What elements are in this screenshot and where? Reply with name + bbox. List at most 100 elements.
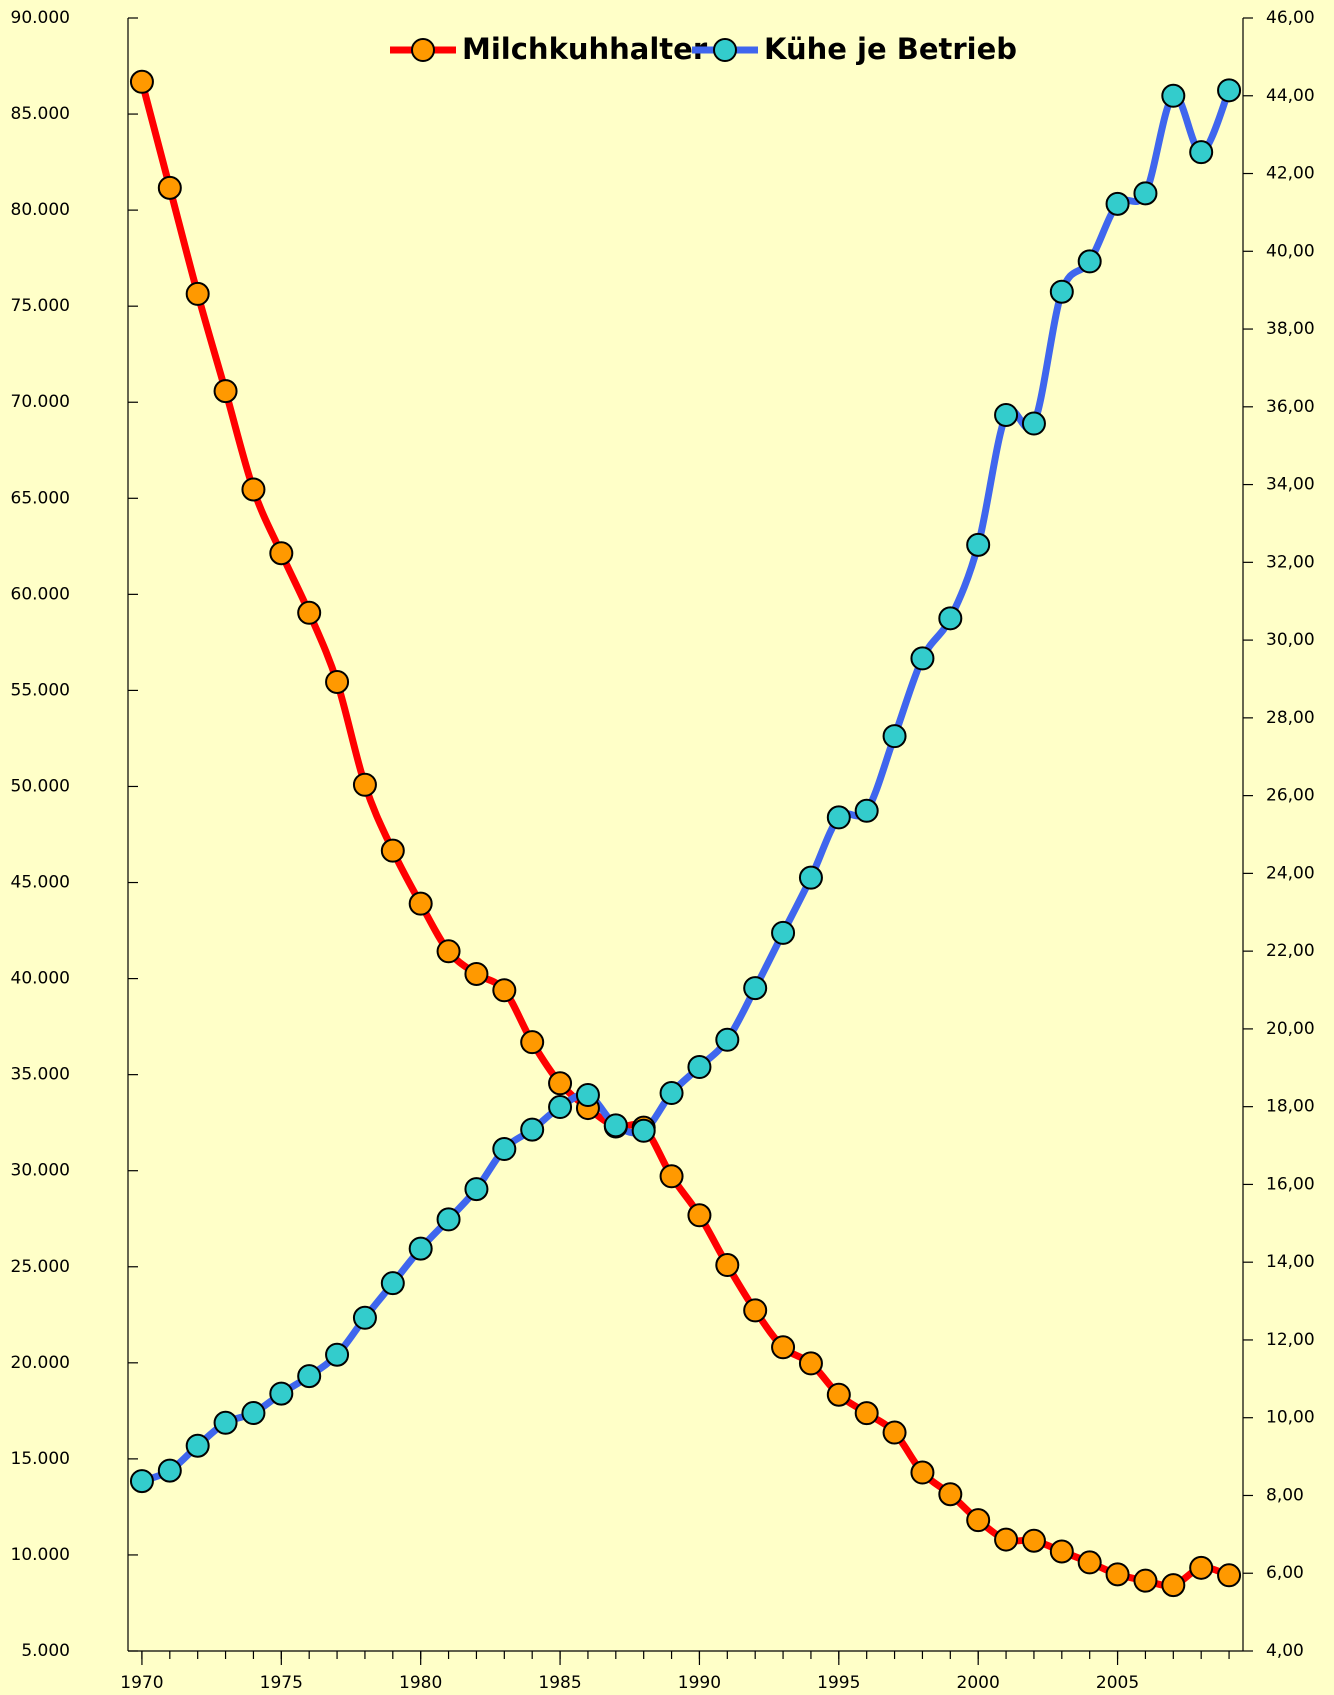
y2-tick-label: 22,00	[1266, 941, 1315, 961]
marker	[1105, 191, 1130, 216]
y-tick-label: 75.000	[11, 296, 70, 316]
y2-tick-label: 36,00	[1266, 397, 1315, 417]
marker	[687, 1203, 712, 1228]
marker	[492, 978, 517, 1003]
y2-tick-label: 46,00	[1266, 8, 1315, 28]
marker	[1217, 1563, 1242, 1588]
marker	[938, 606, 963, 631]
y-tick-label: 10.000	[11, 1545, 70, 1565]
marker	[798, 865, 823, 890]
marker	[1133, 181, 1158, 206]
marker	[1161, 83, 1186, 108]
marker	[297, 1364, 322, 1389]
marker	[1021, 411, 1046, 436]
y2-tick-label: 24,00	[1266, 863, 1315, 883]
legend-label: Kühe je Betrieb	[764, 32, 1017, 66]
y-tick-label: 90.000	[11, 8, 70, 28]
marker	[826, 805, 851, 830]
y2-tick-label: 42,00	[1266, 164, 1315, 184]
marker	[241, 477, 266, 502]
y2-tick-label: 18,00	[1266, 1097, 1315, 1117]
marker	[520, 1030, 545, 1055]
marker	[1049, 1539, 1074, 1564]
marker	[1189, 140, 1214, 165]
marker	[352, 772, 377, 797]
marker	[1077, 1550, 1102, 1575]
y-tick-label: 55.000	[11, 680, 70, 700]
marker	[826, 1382, 851, 1407]
marker	[882, 1420, 907, 1445]
y-tick-label: 50.000	[11, 776, 70, 796]
marker	[771, 1335, 796, 1360]
marker	[715, 1027, 740, 1052]
x-tick-label: 1975	[260, 1673, 303, 1693]
marker	[1077, 249, 1102, 274]
y2-tick-label: 20,00	[1266, 1019, 1315, 1039]
marker	[854, 1401, 879, 1426]
y-tick-label: 60.000	[11, 584, 70, 604]
y2-tick-label: 8,00	[1266, 1485, 1304, 1505]
marker	[408, 891, 433, 916]
x-tick-label: 2005	[1096, 1673, 1139, 1693]
y2-tick-label: 12,00	[1266, 1330, 1315, 1350]
y2-tick-label: 6,00	[1266, 1563, 1304, 1583]
marker	[269, 541, 294, 566]
marker	[743, 1298, 768, 1323]
marker	[854, 798, 879, 823]
y2-tick-label: 28,00	[1266, 708, 1315, 728]
marker	[436, 1207, 461, 1232]
y-tick-label: 70.000	[11, 392, 70, 412]
marker	[910, 1460, 935, 1485]
y2-tick-label: 26,00	[1266, 786, 1315, 806]
x-tick-label: 1985	[538, 1673, 581, 1693]
marker	[603, 1113, 628, 1138]
legend-marker	[713, 38, 737, 62]
marker	[213, 1410, 238, 1435]
marker	[966, 532, 991, 557]
marker	[185, 281, 210, 306]
y-tick-label: 85.000	[11, 104, 70, 124]
marker	[241, 1401, 266, 1426]
marker	[352, 1305, 377, 1330]
legend-label: Milchkuhhalter	[462, 32, 708, 66]
y2-tick-label: 14,00	[1266, 1252, 1315, 1272]
marker	[185, 1433, 210, 1458]
marker	[213, 379, 238, 404]
marker	[1049, 279, 1074, 304]
marker	[520, 1117, 545, 1142]
marker	[938, 1482, 963, 1507]
y-tick-label: 20.000	[11, 1353, 70, 1373]
y2-tick-label: 44,00	[1266, 86, 1315, 106]
marker	[464, 1177, 489, 1202]
y2-tick-label: 4,00	[1266, 1641, 1304, 1661]
marker	[129, 69, 154, 94]
marker	[743, 976, 768, 1001]
y-tick-label: 35.000	[11, 1065, 70, 1085]
marker	[1189, 1555, 1214, 1580]
y2-tick-label: 10,00	[1266, 1408, 1315, 1428]
marker	[157, 1458, 182, 1483]
y2-tick-label: 16,00	[1266, 1174, 1315, 1194]
marker	[436, 939, 461, 964]
series-line	[138, 80, 1231, 1590]
marker	[157, 175, 182, 200]
marker	[715, 1253, 740, 1278]
lines	[138, 80, 1233, 1590]
marker	[269, 1381, 294, 1406]
y2-tick-label: 40,00	[1266, 241, 1315, 261]
y-tick-label: 40.000	[11, 969, 70, 989]
legend-marker	[411, 38, 435, 62]
y-tick-label: 45.000	[11, 873, 70, 893]
marker	[464, 961, 489, 986]
marker	[325, 1342, 350, 1367]
marker	[966, 1508, 991, 1533]
marker	[631, 1118, 656, 1143]
marker	[771, 920, 796, 945]
markers	[129, 69, 1242, 1598]
y-tick-label: 80.000	[11, 200, 70, 220]
marker	[1133, 1568, 1158, 1593]
marker	[575, 1083, 600, 1108]
marker	[882, 724, 907, 749]
marker	[380, 838, 405, 863]
